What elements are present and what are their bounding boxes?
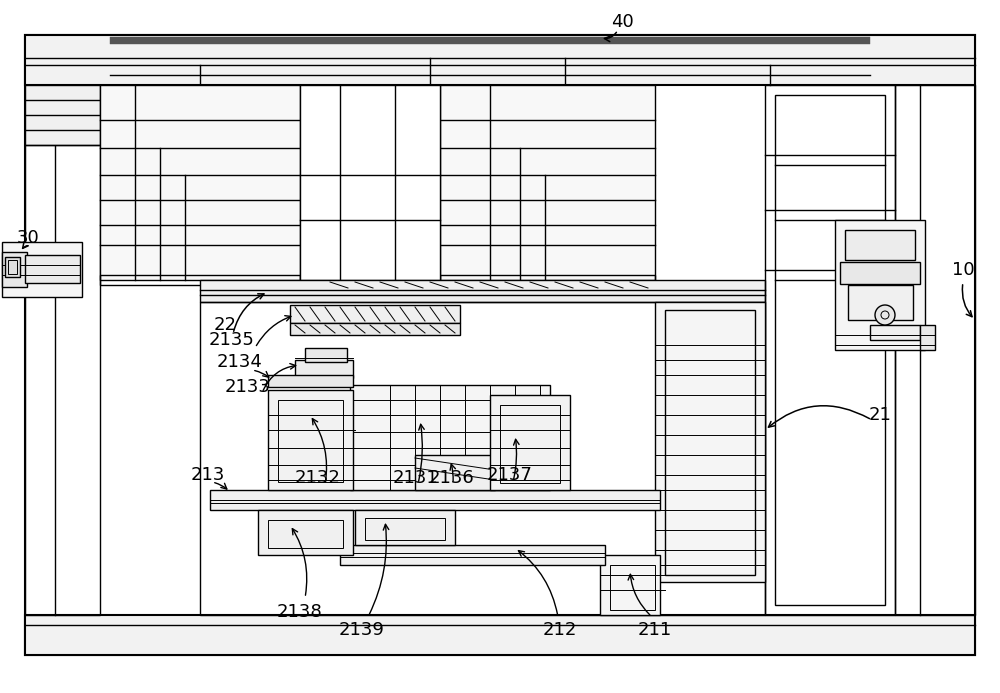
Bar <box>5 257 20 277</box>
Bar <box>8 260 17 274</box>
Bar <box>268 520 343 548</box>
Bar <box>415 455 495 490</box>
Bar <box>290 323 460 335</box>
Bar <box>268 390 353 490</box>
Circle shape <box>875 305 895 325</box>
Bar <box>920 325 935 350</box>
Text: 2138: 2138 <box>277 603 323 621</box>
Text: 213: 213 <box>191 466 225 484</box>
Bar <box>25 35 975 85</box>
Text: 22: 22 <box>214 316 237 334</box>
Bar <box>500 405 560 483</box>
Bar <box>440 85 655 280</box>
Bar <box>365 518 445 540</box>
Text: 2137: 2137 <box>487 466 533 484</box>
Bar <box>845 230 915 260</box>
Bar <box>835 220 925 350</box>
Text: 2135: 2135 <box>209 331 255 349</box>
Text: 2136: 2136 <box>429 469 475 487</box>
Text: 40: 40 <box>611 13 633 31</box>
Bar <box>295 360 353 378</box>
Bar <box>258 510 353 555</box>
Bar <box>210 490 660 510</box>
Bar <box>100 85 300 280</box>
Bar <box>340 545 605 565</box>
Bar <box>610 565 655 610</box>
Text: 2133: 2133 <box>225 378 271 396</box>
Bar <box>278 400 343 482</box>
Bar <box>870 325 920 340</box>
Bar <box>25 35 975 655</box>
Bar <box>490 395 570 490</box>
Bar <box>440 275 655 285</box>
Bar <box>290 305 460 323</box>
Bar <box>305 348 347 362</box>
Text: 21: 21 <box>869 406 891 424</box>
Text: 10: 10 <box>952 261 974 279</box>
Bar <box>25 615 975 655</box>
Bar <box>200 302 765 615</box>
Bar <box>25 85 100 145</box>
Bar <box>25 255 80 283</box>
Text: 2134: 2134 <box>217 353 263 371</box>
Text: 212: 212 <box>543 621 577 639</box>
Bar <box>775 95 885 605</box>
Bar <box>840 262 920 284</box>
Bar <box>895 85 975 615</box>
Bar <box>200 280 765 302</box>
Text: 30: 30 <box>17 229 39 247</box>
Bar <box>110 37 870 44</box>
Bar <box>848 285 913 320</box>
Text: 2132: 2132 <box>295 469 341 487</box>
Text: 2139: 2139 <box>339 621 385 639</box>
Bar <box>100 275 300 285</box>
Bar <box>655 302 765 582</box>
Bar <box>268 375 353 387</box>
Bar <box>25 85 100 615</box>
Bar <box>600 555 660 615</box>
Bar <box>350 385 550 490</box>
Text: 211: 211 <box>638 621 672 639</box>
Bar <box>2 242 82 297</box>
Text: 2131: 2131 <box>392 469 438 487</box>
Bar <box>765 85 895 615</box>
Bar <box>665 310 755 575</box>
Bar <box>300 85 440 280</box>
Bar <box>2 252 27 287</box>
Bar <box>355 510 455 545</box>
